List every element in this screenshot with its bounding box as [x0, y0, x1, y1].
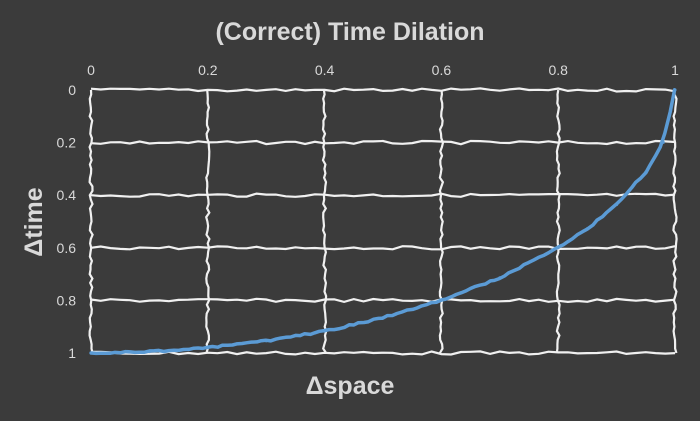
data-point: [323, 329, 327, 333]
data-point: [615, 203, 619, 207]
chart-title: (Correct) Time Dilation: [215, 18, 484, 46]
vertical-gridline: [438, 89, 445, 354]
y-tick-label: 1: [68, 345, 76, 361]
data-point: [661, 140, 665, 144]
vertical-gridline: [555, 89, 561, 354]
data-point: [439, 298, 443, 302]
horizontal-gridline: [90, 350, 676, 356]
data-point: [556, 246, 560, 250]
horizontal-gridline: [90, 297, 676, 304]
x-tick-label: 0.8: [548, 62, 568, 78]
data-point: [381, 316, 385, 320]
y-tick-label: 0: [68, 82, 76, 98]
data-point: [89, 351, 93, 355]
data-point: [206, 346, 210, 350]
x-tick-label: 0: [87, 62, 95, 78]
data-point: [498, 276, 502, 280]
y-axis-title: Δtime: [20, 187, 48, 256]
horizontal-gridline: [90, 139, 676, 146]
vertical-gridline: [321, 89, 328, 354]
x-tick-label: 0.4: [315, 62, 335, 78]
y-tick-label: 0.4: [57, 187, 77, 203]
vertical-gridline: [672, 90, 678, 354]
data-point: [673, 88, 677, 92]
y-tick-label: 0.8: [57, 292, 77, 308]
y-tick-label: 0.6: [57, 240, 77, 256]
series-group: [89, 88, 677, 356]
vertical-gridline: [205, 89, 211, 354]
horizontal-gridline: [90, 192, 676, 198]
x-tick-label: 0.6: [432, 62, 452, 78]
data-point: [264, 339, 268, 343]
horizontal-gridline: [90, 87, 676, 93]
y-tick-label: 0.2: [57, 135, 77, 151]
data-point: [644, 170, 648, 174]
x-tick-label: 0.2: [198, 62, 218, 78]
vertical-gridline: [88, 89, 94, 354]
x-tick-labels: 0 0.2 0.4 0.6 0.8 1: [87, 62, 679, 78]
x-tick-label: 1: [671, 62, 679, 78]
horizontal-gridline: [90, 245, 676, 251]
x-axis-title: Δspace: [306, 372, 395, 400]
gridlines: [88, 87, 678, 356]
data-point: [147, 350, 151, 354]
y-tick-labels: 0 0.2 0.4 0.6 0.8 1: [57, 82, 77, 361]
data-point: [585, 227, 589, 231]
